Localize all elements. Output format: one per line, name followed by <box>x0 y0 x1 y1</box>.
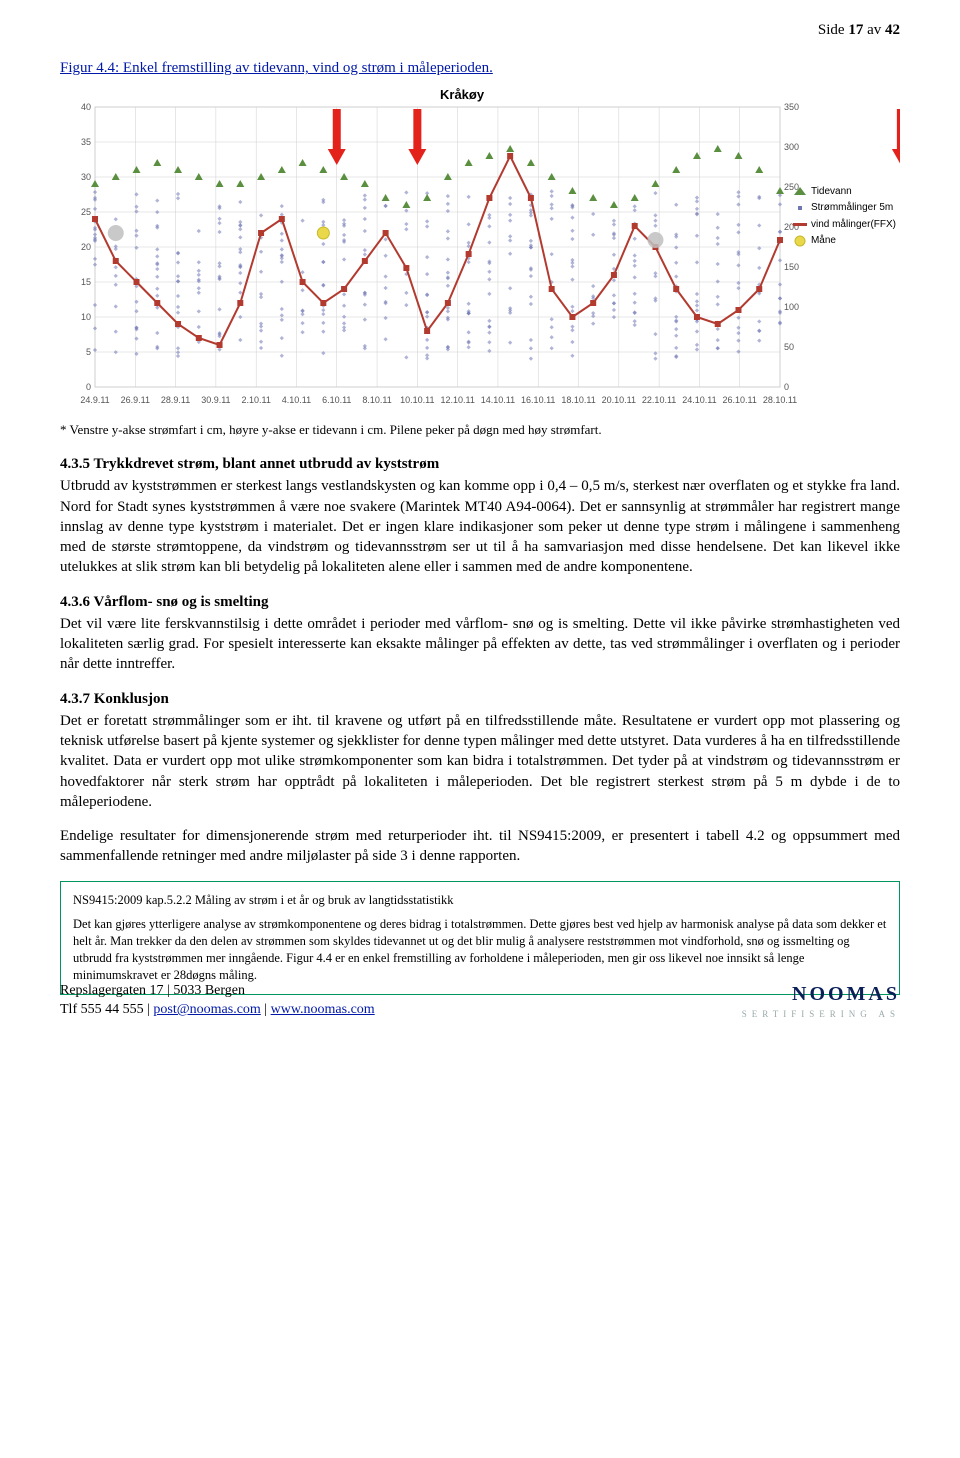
svg-text:6.10.11: 6.10.11 <box>322 395 351 405</box>
svg-text:26.9.11: 26.9.11 <box>121 395 150 405</box>
figure-caption: Figur 4.4: Enkel fremstilling av tidevan… <box>60 58 900 78</box>
svg-text:30.9.11: 30.9.11 <box>201 395 230 405</box>
chart-krakoy: Kråkøy0510152025303540050100150200250300… <box>60 85 900 415</box>
legend-tidevann: Tidevann <box>793 185 896 199</box>
svg-text:300: 300 <box>784 142 799 152</box>
svg-text:40: 40 <box>81 102 91 112</box>
svg-text:20.10.11: 20.10.11 <box>602 395 636 405</box>
page-prefix: Side <box>818 22 848 38</box>
heading-435: 4.3.5 Trykkdrevet strøm, blant annet utb… <box>60 454 900 474</box>
svg-text:24.9.11: 24.9.11 <box>80 395 109 405</box>
svg-text:28.9.11: 28.9.11 <box>161 395 190 405</box>
svg-text:0: 0 <box>784 382 789 392</box>
box-title: NS9415:2009 kap.5.2.2 Måling av strøm i … <box>73 892 887 909</box>
logo-text: NOOMAS <box>792 983 900 1005</box>
chart-svg: Kråkøy0510152025303540050100150200250300… <box>60 85 900 415</box>
chart-legend: Tidevann Strømmålinger 5m vind målinger(… <box>793 185 896 251</box>
svg-text:10.10.11: 10.10.11 <box>400 395 434 405</box>
body-437: Det er foretatt strømmålinger som er iht… <box>60 711 900 812</box>
svg-text:20: 20 <box>81 242 91 252</box>
svg-text:15: 15 <box>81 277 91 287</box>
page-mid: av <box>863 22 885 38</box>
svg-text:35: 35 <box>81 137 91 147</box>
footer-email-link[interactable]: post@noomas.com <box>153 1002 260 1017</box>
logo-subtext: SERTIFISERING AS <box>742 1008 900 1020</box>
heading-437: 4.3.7 Konklusjon <box>60 689 900 709</box>
svg-text:10: 10 <box>81 312 91 322</box>
svg-text:Kråkøy: Kråkøy <box>440 87 485 102</box>
svg-text:4.10.11: 4.10.11 <box>282 395 311 405</box>
svg-text:24.10.11: 24.10.11 <box>682 395 716 405</box>
body-closing: Endelige resultater for dimensjonerende … <box>60 826 900 867</box>
svg-text:150: 150 <box>784 262 799 272</box>
page-current: 17 <box>848 22 863 38</box>
legend-vind: vind målinger(FFX) <box>793 218 896 232</box>
svg-text:26.10.11: 26.10.11 <box>723 395 757 405</box>
legend-strom5m: Strømmålinger 5m <box>793 201 896 215</box>
svg-text:100: 100 <box>784 302 799 312</box>
footer-address: Repslagergaten 17 | 5033 Bergen <box>60 982 375 1001</box>
svg-text:18.10.11: 18.10.11 <box>561 395 595 405</box>
svg-text:16.10.11: 16.10.11 <box>521 395 555 405</box>
page-counter: Side 17 av 42 <box>60 20 900 40</box>
svg-text:12.10.11: 12.10.11 <box>440 395 474 405</box>
svg-text:28.10.11: 28.10.11 <box>763 395 797 405</box>
svg-text:0: 0 <box>86 382 91 392</box>
heading-436: 4.3.6 Vårflom- snø og is smelting <box>60 592 900 612</box>
svg-text:25: 25 <box>81 207 91 217</box>
page-footer: Repslagergaten 17 | 5033 Bergen Tlf 555 … <box>60 981 900 1020</box>
svg-text:5: 5 <box>86 347 91 357</box>
body-435: Utbrudd av kyststrømmen er sterkest lang… <box>60 476 900 577</box>
svg-text:50: 50 <box>784 342 794 352</box>
footer-web-link[interactable]: www.noomas.com <box>271 1002 375 1017</box>
figure-note: * Venstre y-akse strømfart i cm, høyre y… <box>60 421 900 439</box>
svg-text:22.10.11: 22.10.11 <box>642 395 676 405</box>
chart-container: Kråkøy0510152025303540050100150200250300… <box>60 85 900 415</box>
svg-text:350: 350 <box>784 102 799 112</box>
legend-moon: Måne <box>793 234 896 248</box>
footer-line2: Tlf 555 44 555 | post@noomas.com | www.n… <box>60 1001 375 1020</box>
standards-box: NS9415:2009 kap.5.2.2 Måling av strøm i … <box>60 881 900 995</box>
svg-text:8.10.11: 8.10.11 <box>362 395 391 405</box>
footer-contact: Repslagergaten 17 | 5033 Bergen Tlf 555 … <box>60 982 375 1020</box>
body-436: Det vil være lite ferskvannstilsig i det… <box>60 614 900 675</box>
box-body: Det kan gjøres ytterligere analyse av st… <box>73 916 887 984</box>
svg-text:30: 30 <box>81 172 91 182</box>
page-total: 42 <box>885 22 900 38</box>
svg-text:14.10.11: 14.10.11 <box>481 395 515 405</box>
svg-text:2.10.11: 2.10.11 <box>241 395 270 405</box>
footer-logo: NOOMAS SERTIFISERING AS <box>742 981 900 1020</box>
